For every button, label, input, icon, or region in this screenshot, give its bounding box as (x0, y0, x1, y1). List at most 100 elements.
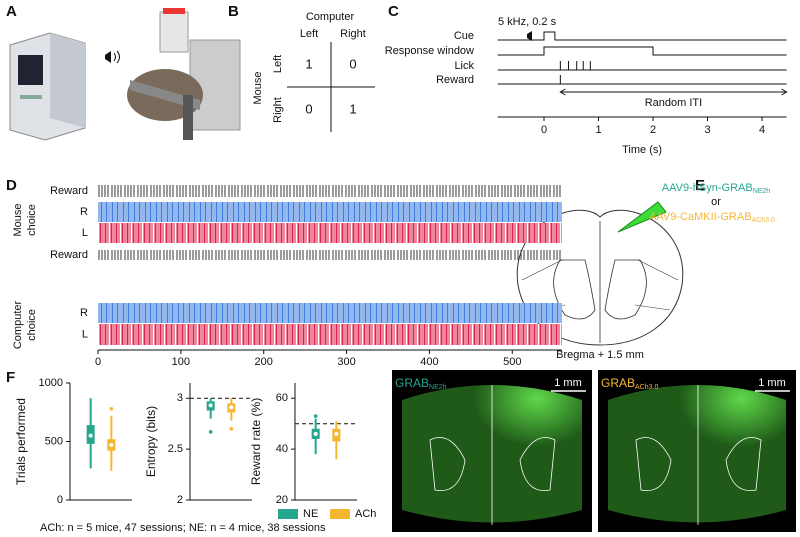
x-tick-label: 3 (704, 124, 710, 136)
y-axis-label: choice (26, 309, 38, 341)
legend-swatch (278, 509, 298, 519)
raster-texture (98, 324, 562, 345)
median (332, 429, 341, 438)
x-tick-label: 2 (650, 124, 656, 136)
x-tick-label: 400 (420, 356, 438, 368)
x-axis-label: Time (s) (622, 144, 662, 156)
scale-label: 1 mm (758, 377, 786, 389)
x-tick-label: 100 (172, 356, 190, 368)
raster-texture (98, 185, 562, 197)
row-label: L (82, 227, 88, 239)
speaker-icon (527, 31, 532, 41)
x-tick-label: 200 (255, 356, 273, 368)
virus-subscript: ACh3.0 (752, 217, 775, 224)
iti-arrow (559, 88, 788, 96)
cell: 1 (305, 56, 312, 71)
row-label: R (80, 307, 88, 319)
median (311, 429, 320, 438)
annotation: 5 kHz, 0.2 s (498, 16, 557, 28)
x-tick-label: 4 (759, 124, 765, 136)
iti-label: Random ITI (645, 97, 702, 109)
y-axis-label: Computer (12, 301, 24, 350)
virus-name: AAV9-hSyn-GRAB (662, 182, 753, 194)
x-tick-label: 0 (95, 356, 101, 368)
cell: 0 (349, 56, 356, 71)
or-label: or (711, 196, 721, 208)
outlier (229, 426, 234, 431)
y-axis-label: Reward rate (%) (249, 398, 263, 485)
panel-label: E (695, 177, 705, 194)
raster-texture (98, 303, 562, 323)
x-tick-label: 300 (337, 356, 355, 368)
row-label: Lick (454, 60, 474, 72)
setup-illustration (9, 8, 241, 141)
footnote: ACh: n = 5 mice, 47 sessions; NE: n = 4 … (40, 522, 326, 534)
median (227, 403, 236, 412)
axes (294, 383, 357, 501)
sensor-subscript: ACh3.0 (635, 384, 658, 391)
outlier (313, 414, 318, 418)
raster-texture (98, 202, 562, 222)
panel-label: A (6, 3, 17, 20)
row-header: Mouse (252, 71, 264, 104)
sensor-subscript: NE2h (429, 384, 447, 391)
scale-label: 1 mm (554, 377, 582, 389)
y-axis-label: Mouse (12, 203, 24, 236)
caption: Bregma + 1.5 mm (556, 349, 644, 361)
column-header: Computer (306, 11, 355, 23)
contingency-table: Computer Left Right Mouse Left Right 1 0… (252, 11, 375, 132)
pulse (497, 46, 787, 56)
virus-subscript: NE2h (753, 188, 771, 195)
y-axis-label: Trials performed (14, 398, 28, 485)
y-tick-label: 500 (45, 435, 63, 447)
raster-texture (98, 223, 562, 243)
row-label: Cue (454, 30, 474, 42)
y-axis-label: Entropy (bits) (144, 406, 158, 477)
y-axis-label: choice (26, 204, 38, 236)
axes (69, 383, 132, 501)
column-label: Left (300, 28, 318, 40)
column-label: Right (340, 28, 366, 40)
panel-label: B (228, 3, 239, 20)
virus-name: AAV9-CaMKII-GRAB (649, 211, 752, 223)
row-label: Reward (436, 74, 474, 86)
cell: 0 (305, 101, 312, 116)
virus-label: AAV9-hSyn-GRABNE2h (662, 182, 771, 195)
virus-label: AAV9-CaMKII-GRABACh3.0 (649, 211, 775, 224)
outlier (109, 406, 114, 411)
y-tick-label: 3 (177, 392, 183, 404)
row-label: Left (272, 55, 284, 73)
y-tick-label: 1000 (39, 377, 63, 389)
sensor-name: GRAB (395, 376, 429, 390)
median (107, 441, 116, 450)
x-tick-label: 0 (541, 124, 547, 136)
row-label: Right (272, 97, 284, 123)
image-label: GRABNE2h (395, 376, 447, 391)
median (86, 431, 95, 440)
row-label: R (80, 206, 88, 218)
y-tick-label: 60 (276, 392, 288, 404)
image-label: GRABACh3.0 (601, 376, 658, 391)
cell: 1 (349, 101, 356, 116)
outlier (208, 430, 213, 434)
panel-label: D (6, 177, 17, 194)
panel-label: C (388, 3, 399, 20)
x-tick-label: 500 (503, 356, 521, 368)
y-tick-label: 20 (276, 494, 288, 506)
y-tick-label: 2.5 (168, 443, 183, 455)
y-tick-label: 0 (57, 494, 63, 506)
x-tick-label: 1 (595, 124, 601, 136)
median (206, 401, 215, 410)
pulse (497, 31, 787, 41)
raster-texture (98, 250, 562, 260)
row-label: Reward (50, 249, 88, 261)
legend-label: NE (303, 508, 318, 520)
row-label: L (82, 328, 88, 340)
histology-images (392, 370, 796, 532)
row-label: Reward (50, 185, 88, 197)
y-tick-label: 40 (276, 443, 288, 455)
axes (189, 383, 252, 501)
panel-label: F (6, 369, 15, 386)
legend-label: ACh (355, 508, 376, 520)
